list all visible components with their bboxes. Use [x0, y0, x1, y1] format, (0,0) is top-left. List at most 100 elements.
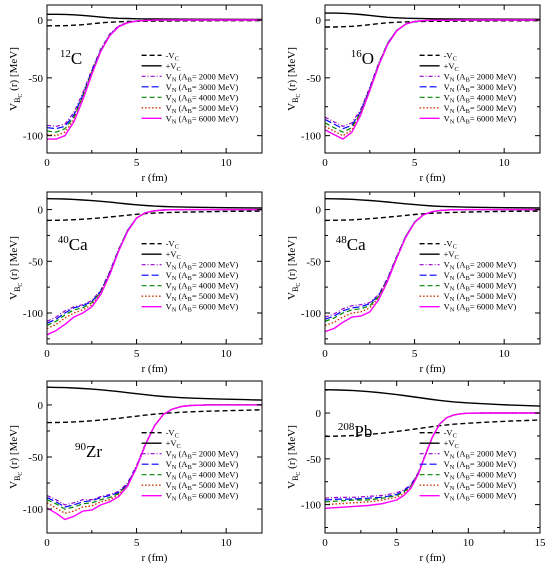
series-a6000: [325, 208, 540, 333]
legend-label: VN (AB= 3000 MeV): [444, 82, 517, 94]
legend-label: VN (AB= 6000 MeV): [166, 491, 239, 503]
x-tick-label: 5: [134, 348, 140, 360]
series-a6000: [47, 404, 262, 521]
x-tick-label: 0: [322, 537, 328, 549]
y-tick-label: -100: [301, 131, 322, 143]
panel-90-zr: 0 5 10 -100 -50 0 r (fm) VBC (r) [MeV] 90Zr -VC+V…: [8, 380, 263, 564]
plot-frame: [324, 4, 541, 154]
x-axis-label: r (fm): [142, 172, 168, 184]
series-minus-vc: [47, 19, 262, 27]
y-tick-label: -50: [28, 73, 43, 85]
legend-label: -VC: [444, 428, 457, 440]
series-plus-vc: [325, 389, 540, 407]
x-tick-label: 0: [44, 348, 50, 360]
x-tick-label: 10: [499, 157, 511, 169]
x-axis-label: r (fm): [420, 172, 446, 184]
nucleus-label: 208Pb: [338, 421, 372, 441]
legend-label: VN (AB= 5000 MeV): [444, 103, 517, 115]
panel-208-pb: 0 5 10 15 -100 -50 0 r (fm) VBC (r) [MeV] 208Pb -V…: [286, 380, 546, 564]
legend-label: -VC: [166, 239, 179, 251]
legend-label: VN (AB= 3000 MeV): [444, 270, 517, 282]
legend-label: VN (AB= 3000 MeV): [166, 459, 239, 471]
x-tick-label: 5: [412, 348, 418, 360]
series-a6000: [325, 412, 540, 509]
legend-label: VN (AB= 2000 MeV): [166, 449, 239, 461]
legend-label: VN (AB= 6000 MeV): [444, 302, 517, 314]
y-axis-label: VBC (r) [MeV]: [286, 47, 302, 111]
x-tick-label: 5: [412, 157, 418, 169]
series-a6000: [47, 19, 262, 140]
legend-label: VN (AB= 5000 MeV): [166, 291, 239, 303]
series-plus-vc: [325, 198, 540, 209]
y-tick-label: -100: [23, 504, 44, 516]
y-tick-label: 0: [316, 15, 322, 27]
y-tick-label: -50: [306, 454, 321, 466]
panel-40-ca: 0 5 10 -100 -50 0 r (fm) VBC (r) [MeV] 40Ca -VC+V…: [8, 191, 263, 375]
legend-label: VN (AB= 5000 MeV): [444, 480, 517, 492]
series-a2000: [47, 404, 262, 506]
nucleus-label: 40Ca: [58, 234, 88, 254]
y-tick-label: -50: [306, 73, 321, 85]
series-a6000: [325, 19, 540, 140]
x-axis-label: r (fm): [420, 552, 446, 564]
x-tick-label: 10: [221, 348, 233, 360]
y-tick-label: -100: [23, 308, 44, 320]
x-tick-label: 0: [44, 157, 50, 169]
legend-label: VN (AB= 4000 MeV): [166, 92, 239, 104]
legend-label: VN (AB= 5000 MeV): [166, 480, 239, 492]
legend-label: VN (AB= 6000 MeV): [444, 491, 517, 503]
x-tick-label: 10: [463, 537, 475, 549]
x-tick-label: 10: [221, 157, 233, 169]
y-tick-label: 0: [316, 205, 322, 217]
series-plus-vc: [325, 12, 540, 20]
legend-label: VN (AB= 2000 MeV): [444, 449, 517, 461]
series-plus-vc: [47, 198, 262, 209]
legend-label: VN (AB= 4000 MeV): [166, 470, 239, 482]
series-minus-vc: [325, 419, 540, 438]
nucleus-label: 90Zr: [75, 441, 102, 461]
legend-label: VN (AB= 3000 MeV): [166, 82, 239, 94]
legend-label: -VC: [444, 50, 457, 62]
y-axis-label: VBC (r) [MeV]: [8, 425, 24, 489]
x-tick-label: 0: [44, 537, 50, 549]
y-tick-label: 0: [38, 400, 44, 412]
y-axis-label: VBC (r) [MeV]: [8, 236, 24, 300]
series-a3000: [47, 404, 262, 508]
series-minus-vc: [47, 409, 262, 424]
x-tick-label: 10: [221, 537, 233, 549]
legend-label: VN (AB= 6000 MeV): [444, 113, 517, 125]
series-plus-vc: [47, 13, 262, 21]
x-axis-label: r (fm): [420, 363, 446, 375]
y-tick-label: -100: [23, 131, 44, 143]
legend-label: VN (AB= 4000 MeV): [444, 92, 517, 104]
legend-label: VN (AB= 2000 MeV): [444, 71, 517, 83]
y-axis-label: VBC (r) [MeV]: [286, 236, 302, 300]
y-tick-label: -50: [306, 256, 321, 268]
series-minus-vc: [47, 210, 262, 222]
series-minus-vc: [325, 210, 540, 222]
nucleus-label: 16O: [351, 48, 374, 68]
x-tick-label: 5: [134, 537, 140, 549]
panel-12-c: 0 5 10 -100 -50 0 r (fm) VBC (r) [MeV] 12C -VC+VC…: [8, 4, 263, 184]
y-axis-label: VBC (r) [MeV]: [8, 47, 24, 111]
x-axis-label: r (fm): [142, 363, 168, 375]
y-tick-label: 0: [38, 15, 44, 27]
legend-label: VN (AB= 5000 MeV): [444, 291, 517, 303]
legend-label: +VC: [166, 249, 181, 261]
legend-label: -VC: [166, 428, 179, 440]
legend-label: +VC: [166, 61, 181, 73]
legend-label: VN (AB= 4000 MeV): [444, 470, 517, 482]
legend-label: VN (AB= 3000 MeV): [166, 270, 239, 282]
legend-label: +VC: [444, 438, 459, 450]
nucleus-label: 48Ca: [336, 234, 366, 254]
x-tick-label: 0: [322, 157, 328, 169]
y-tick-label: 0: [38, 205, 44, 217]
legend-label: +VC: [444, 249, 459, 261]
series-minus-vc: [325, 20, 540, 28]
y-axis-label: VBC (r) [MeV]: [286, 425, 302, 489]
